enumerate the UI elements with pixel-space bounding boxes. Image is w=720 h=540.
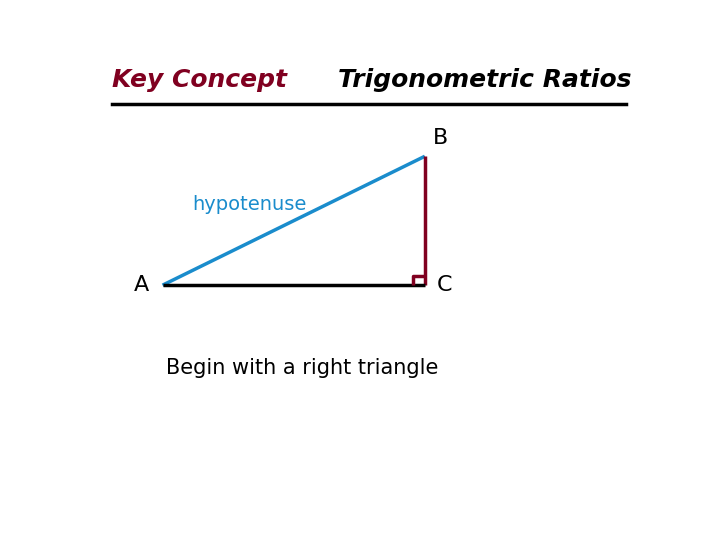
Text: A: A	[133, 275, 148, 295]
Text: C: C	[437, 275, 453, 295]
Text: Begin with a right triangle: Begin with a right triangle	[166, 359, 438, 379]
Text: Trigonometric Ratios: Trigonometric Ratios	[338, 68, 631, 92]
Text: Key Concept: Key Concept	[112, 68, 287, 92]
Text: B: B	[433, 128, 449, 148]
Text: hypotenuse: hypotenuse	[192, 194, 306, 214]
